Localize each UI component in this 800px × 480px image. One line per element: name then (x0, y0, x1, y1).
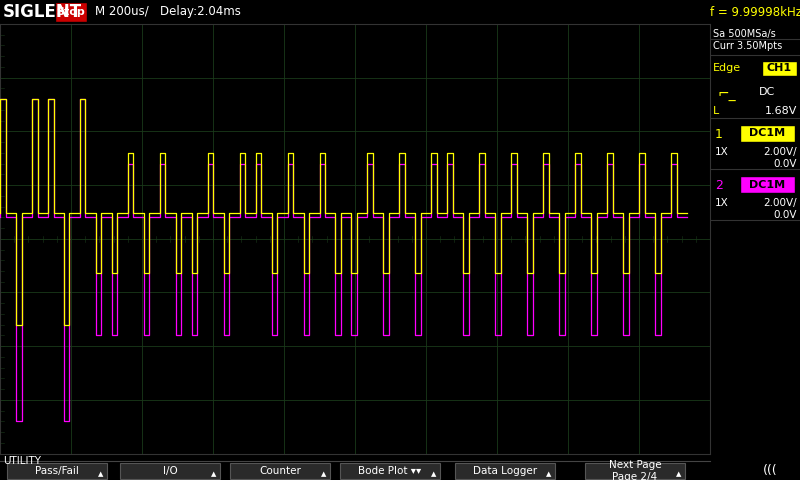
Text: 2: 2 (715, 180, 723, 192)
FancyBboxPatch shape (585, 463, 685, 479)
Text: ▲: ▲ (98, 471, 104, 477)
Text: ⌐_: ⌐_ (718, 87, 737, 101)
Text: 1: 1 (715, 128, 723, 141)
Text: DC: DC (758, 87, 775, 97)
Text: 2.00V/: 2.00V/ (763, 198, 797, 208)
Text: Counter: Counter (259, 466, 301, 476)
Text: Data Logger: Data Logger (473, 466, 537, 476)
Text: 1X: 1X (715, 147, 729, 157)
FancyBboxPatch shape (762, 61, 797, 76)
Text: L: L (713, 106, 719, 116)
Text: Next Page
Page 2/4: Next Page Page 2/4 (609, 460, 662, 480)
Text: Edge: Edge (713, 63, 741, 73)
FancyBboxPatch shape (740, 125, 795, 142)
Text: 1X: 1X (715, 198, 729, 208)
Text: I/O: I/O (162, 466, 178, 476)
Text: f = 9.99998kHz: f = 9.99998kHz (710, 5, 800, 19)
Text: Stop: Stop (57, 7, 86, 17)
Text: Pass/Fail: Pass/Fail (35, 466, 79, 476)
Text: Sa 500MSa/s: Sa 500MSa/s (713, 29, 776, 39)
Text: ▲: ▲ (211, 471, 217, 477)
Text: DC1M: DC1M (749, 129, 785, 138)
Text: ▲: ▲ (546, 471, 552, 477)
Text: 1.68V: 1.68V (765, 106, 797, 116)
Text: ▲: ▲ (676, 471, 682, 477)
Text: M 200us/   Delay:2.04ms: M 200us/ Delay:2.04ms (95, 5, 241, 19)
FancyBboxPatch shape (55, 2, 87, 22)
Text: DC1M: DC1M (749, 180, 785, 190)
Text: ▲: ▲ (322, 471, 326, 477)
FancyBboxPatch shape (340, 463, 440, 479)
Text: ▲: ▲ (431, 471, 437, 477)
Text: 0.0V: 0.0V (774, 210, 797, 220)
Text: Curr 3.50Mpts: Curr 3.50Mpts (713, 41, 782, 51)
Text: CH1: CH1 (766, 63, 791, 73)
FancyBboxPatch shape (740, 177, 795, 193)
Text: (((: ((( (762, 464, 778, 477)
Text: 0.0V: 0.0V (774, 159, 797, 169)
Text: 2.00V/: 2.00V/ (763, 147, 797, 157)
FancyBboxPatch shape (455, 463, 555, 479)
FancyBboxPatch shape (120, 463, 220, 479)
FancyBboxPatch shape (230, 463, 330, 479)
Text: Bode Plot ▾▾: Bode Plot ▾▾ (358, 466, 422, 476)
Text: SIGLENT: SIGLENT (3, 3, 82, 21)
FancyBboxPatch shape (7, 463, 107, 479)
Text: UTILITY: UTILITY (3, 456, 41, 466)
